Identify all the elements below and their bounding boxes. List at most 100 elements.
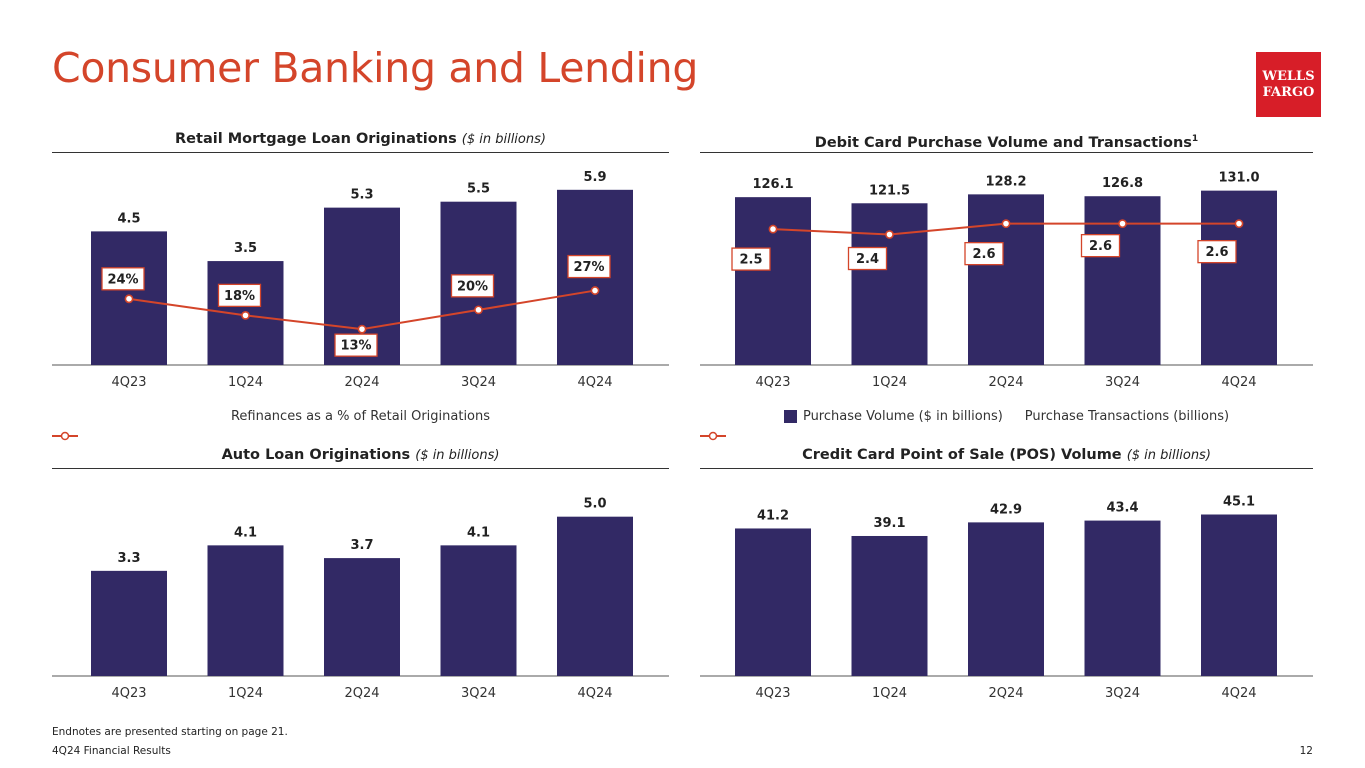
- bar-value-label: 3.7: [350, 538, 373, 553]
- series-point: [1234, 219, 1244, 229]
- bar-4q23: [91, 570, 167, 676]
- mortgage-legend: Refinances as a % of Retail Originations: [52, 409, 669, 441]
- bar-swatch-icon: [783, 410, 797, 423]
- credit-heading-units: ($ in billions): [1126, 448, 1211, 463]
- x-tick-label: 4Q24: [1221, 686, 1256, 701]
- debit-panel: Debit Card Purchase Volume and Transacti…: [700, 130, 1313, 441]
- x-tick-label: 2Q24: [988, 686, 1023, 701]
- credit-heading-text: Credit Card Point of Sale (POS) Volume: [802, 447, 1122, 463]
- bar-value-label: 43.4: [1106, 501, 1138, 516]
- bar-2q24: [968, 522, 1044, 676]
- x-tick-label: 4Q23: [111, 375, 146, 390]
- bar-2q24: [324, 558, 400, 676]
- logo-line-1: WELLS: [1262, 68, 1315, 84]
- bar-value-label: 5.3: [350, 188, 373, 203]
- series-point: [885, 230, 894, 239]
- x-tick-label: 1Q24: [872, 375, 907, 390]
- bar-value-label: 128.2: [985, 174, 1026, 189]
- x-tick-label: 3Q24: [461, 375, 496, 390]
- page-title: Consumer Banking and Lending: [52, 44, 699, 92]
- series-point: [1001, 219, 1011, 229]
- series-point: [768, 224, 778, 234]
- x-tick-label: 4Q24: [577, 375, 612, 390]
- svg-text:2.5: 2.5: [739, 253, 762, 268]
- bar-1q24: [851, 203, 928, 365]
- debit-heading-text: Debit Card Purchase Volume and Transacti…: [814, 134, 1192, 151]
- series-data-label: 27%: [567, 254, 611, 279]
- bar-value-label: 121.5: [869, 183, 910, 198]
- line-marker-icon: [52, 431, 78, 441]
- x-tick-label: 3Q24: [1105, 686, 1140, 701]
- series-data-label: 2.6: [1197, 239, 1237, 264]
- bar-3q24: [440, 545, 517, 676]
- mortgage-heading: Retail Mortgage Loan Originations ($ in …: [52, 130, 669, 153]
- series-point: [590, 286, 600, 295]
- bar-1q24: [851, 535, 928, 676]
- x-tick-label: 3Q24: [461, 686, 496, 701]
- x-tick-label: 4Q23: [755, 686, 790, 701]
- debit-heading: Debit Card Purchase Volume and Transacti…: [700, 130, 1313, 153]
- series-data-label: 20%: [450, 274, 495, 298]
- bar-value-label: 4.1: [234, 525, 257, 540]
- bar-value-label: 42.9: [990, 502, 1022, 517]
- legend-item-refinances: Refinances as a % of Retail Originations: [52, 409, 491, 441]
- legend-label-purchase-volume: Purchase Volume ($ in billions): [802, 409, 1003, 424]
- page-number: 12: [1299, 745, 1313, 757]
- mortgage-chart: 4.5 4Q23 3.5 1Q24 5.3 2Q24 5.5 3Q24 5.9 4Q24 24% 18…: [52, 170, 669, 390]
- x-tick-label: 3Q24: [1105, 375, 1140, 390]
- series-data-label: 2.6: [1080, 233, 1121, 258]
- bar-value-label: 126.1: [752, 177, 793, 192]
- svg-text:2.6: 2.6: [972, 247, 995, 262]
- series-data-label: 18%: [217, 283, 262, 308]
- series-point: [1118, 219, 1127, 229]
- svg-text:18%: 18%: [224, 289, 255, 304]
- series-point: [241, 310, 250, 320]
- auto-chart: 3.3 4Q23 4.1 1Q24 3.7 2Q24 4.1 3Q24 5.0 4Q24: [52, 497, 669, 701]
- debit-chart: 126.1 4Q23 121.5 1Q24 128.2 2Q24 126.8 3Q24 131.…: [700, 171, 1313, 390]
- series-data-label: 2.5: [731, 247, 771, 271]
- debit-heading-superscript: 1: [1191, 134, 1199, 144]
- series-point: [357, 324, 367, 334]
- footer-report-name: 4Q24 Financial Results: [52, 745, 171, 757]
- x-tick-label: 2Q24: [344, 686, 379, 701]
- credit-heading: Credit Card Point of Sale (POS) Volume (…: [700, 446, 1313, 469]
- auto-heading-units: ($ in billions): [415, 448, 500, 463]
- bar-value-label: 5.0: [583, 497, 606, 512]
- svg-text:2.6: 2.6: [1089, 239, 1112, 254]
- bar-4q24: [1201, 190, 1277, 365]
- auto-heading: Auto Loan Originations ($ in billions): [52, 446, 669, 469]
- svg-text:2.4: 2.4: [856, 252, 879, 267]
- svg-text:20%: 20%: [457, 279, 488, 294]
- bar-value-label: 4.5: [117, 211, 140, 226]
- bar-4q24: [1201, 514, 1277, 676]
- series-point: [124, 294, 134, 304]
- x-tick-label: 2Q24: [344, 375, 379, 390]
- mortgage-panel: Retail Mortgage Loan Originations ($ in …: [52, 130, 669, 441]
- legend-label-purchase-transactions: Purchase Transactions (billions): [1024, 409, 1230, 424]
- logo-line-2: FARGO: [1262, 84, 1315, 100]
- bar-4q23: [735, 197, 811, 365]
- credit-chart: 41.2 4Q23 39.1 1Q24 42.9 2Q24 43.4 3Q24 45.1 4Q24: [700, 494, 1313, 701]
- auto-panel: Auto Loan Originations ($ in billions) 3…: [52, 446, 669, 706]
- legend-label-refinances: Refinances as a % of Retail Originations: [230, 409, 491, 424]
- debit-legend: Purchase Volume ($ in billions) Purchase…: [700, 409, 1313, 441]
- bar-value-label: 3.3: [117, 551, 140, 566]
- svg-text:24%: 24%: [107, 272, 138, 287]
- series-point: [474, 305, 483, 315]
- x-tick-label: 2Q24: [988, 375, 1023, 390]
- endnotes-note: Endnotes are presented starting on page …: [52, 726, 288, 738]
- svg-text:13%: 13%: [340, 339, 371, 354]
- bar-value-label: 3.5: [234, 241, 257, 256]
- series-data-label: 2.4: [847, 246, 888, 271]
- bar-value-label: 126.8: [1102, 176, 1143, 191]
- line-marker-icon: [700, 431, 726, 441]
- mortgage-heading-text: Retail Mortgage Loan Originations: [175, 131, 457, 147]
- bar-value-label: 45.1: [1223, 494, 1255, 509]
- auto-heading-text: Auto Loan Originations: [221, 447, 411, 463]
- series-data-label: 24%: [101, 267, 145, 291]
- bar-value-label: 39.1: [873, 516, 905, 531]
- legend-item-purchase-transactions: Purchase Transactions (billions): [700, 409, 1230, 441]
- bar-value-label: 5.5: [467, 182, 490, 197]
- svg-text:27%: 27%: [573, 260, 604, 275]
- wells-fargo-logo: WELLS FARGO: [1256, 52, 1321, 117]
